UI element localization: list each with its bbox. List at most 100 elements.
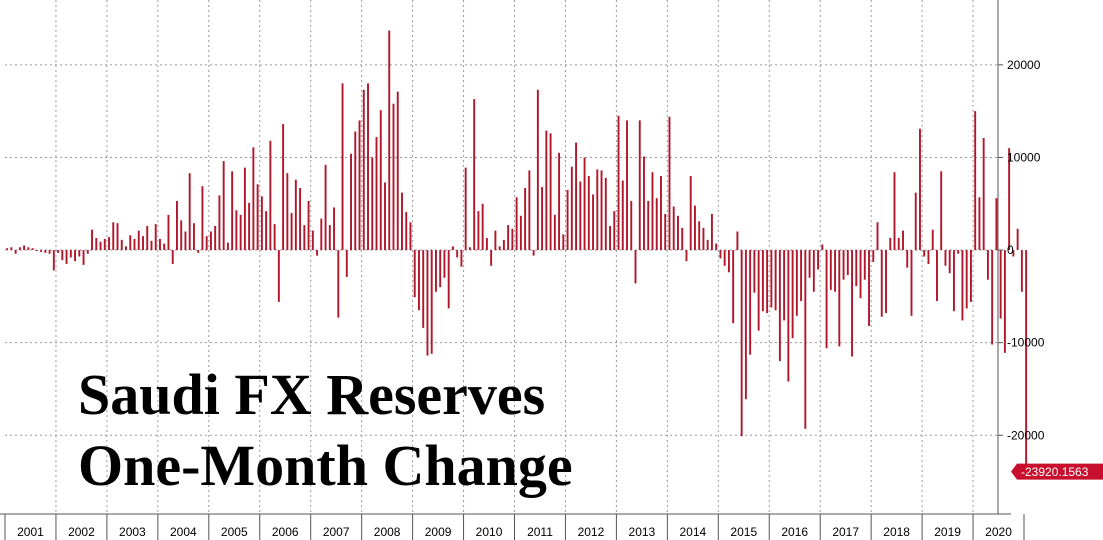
data-bar — [744, 250, 747, 400]
data-bar — [426, 250, 429, 356]
data-bar — [829, 250, 832, 290]
axis-layer: 2001 2002 2003 2004 2005 2006 2007 2008 2009 2010… — [0, 0, 1045, 540]
data-bar — [154, 224, 157, 251]
data-bar — [677, 215, 679, 251]
data-bar — [188, 173, 191, 251]
x-tick-label: 2012 — [578, 525, 605, 539]
data-bar — [473, 99, 476, 251]
data-bar — [418, 250, 420, 311]
data-bar — [443, 250, 446, 278]
data-bar — [57, 250, 60, 253]
x-tick-label: 2009 — [425, 525, 452, 539]
data-bar — [485, 238, 488, 251]
y-tick-label: 0 — [1007, 243, 1014, 257]
data-bar — [969, 250, 972, 302]
data-bar — [757, 250, 760, 331]
x-tick-label: 2008 — [374, 525, 401, 539]
data-bar — [906, 250, 909, 268]
data-bar — [643, 156, 645, 251]
data-bar — [409, 222, 412, 251]
data-bar — [201, 186, 204, 251]
data-bar — [69, 250, 72, 258]
data-bar — [893, 172, 896, 251]
data-bar — [910, 250, 913, 316]
data-bar — [413, 250, 416, 298]
data-bar — [367, 83, 369, 251]
data-bar — [804, 250, 807, 429]
data-bar — [456, 250, 459, 258]
data-bar — [248, 202, 251, 251]
data-bar — [354, 131, 357, 251]
data-bar — [621, 180, 624, 251]
data-bar — [273, 224, 276, 251]
data-bar — [379, 110, 382, 251]
data-bar — [919, 128, 921, 251]
data-bar — [333, 207, 336, 251]
data-bar — [294, 179, 297, 251]
data-bar — [86, 250, 89, 254]
data-bar — [727, 250, 730, 273]
data-bar — [269, 140, 272, 251]
x-tick-label: 2019 — [934, 525, 961, 539]
x-tick-label: 2001 — [17, 525, 44, 539]
data-bar — [129, 235, 132, 251]
data-bar — [303, 225, 306, 251]
data-bar — [341, 83, 344, 251]
data-bar — [885, 250, 887, 314]
data-bar — [519, 215, 522, 251]
data-bar — [192, 223, 195, 251]
data-bar — [23, 245, 26, 251]
data-bar — [299, 188, 302, 251]
data-bar — [231, 171, 234, 251]
data-bar — [430, 250, 433, 354]
data-bar — [897, 238, 900, 251]
data-bar — [282, 124, 285, 251]
data-bar — [999, 250, 1002, 319]
data-bar — [286, 173, 289, 251]
data-bar — [902, 230, 904, 251]
data-bar — [931, 229, 934, 251]
x-tick-label: 2006 — [272, 525, 299, 539]
data-bar — [1025, 250, 1028, 472]
x-tick-label: 2014 — [679, 525, 706, 539]
data-bar — [761, 250, 764, 312]
data-bar — [260, 196, 263, 251]
data-bar — [108, 237, 110, 251]
data-bar — [617, 115, 620, 251]
data-bar — [103, 238, 106, 251]
data-bar — [575, 142, 578, 251]
data-bar — [817, 250, 820, 270]
data-bar — [948, 250, 951, 274]
data-bar — [91, 229, 93, 251]
data-bar — [936, 250, 938, 301]
data-bar — [630, 200, 633, 251]
data-bar — [855, 250, 858, 287]
title-line-2: One-Month Change — [78, 433, 573, 498]
data-bar — [957, 250, 960, 254]
x-tick-label: 2002 — [68, 525, 95, 539]
data-bar — [872, 250, 875, 263]
data-bar — [587, 175, 590, 251]
data-bar — [723, 250, 726, 266]
data-bar — [986, 250, 989, 280]
x-tick-label: 2020 — [985, 525, 1012, 539]
data-bar — [672, 206, 675, 251]
data-bar — [842, 250, 845, 280]
data-bar — [660, 175, 662, 251]
data-bar — [583, 157, 586, 251]
data-bar — [579, 181, 582, 251]
data-bar — [753, 250, 756, 293]
last-value-marker: -23920.1563 — [1011, 463, 1103, 480]
data-bar — [859, 250, 862, 299]
data-bar — [570, 166, 573, 251]
data-bar — [778, 250, 781, 362]
data-bar — [846, 250, 849, 276]
data-bar — [239, 214, 242, 251]
data-bar — [600, 170, 603, 251]
data-bar — [562, 234, 565, 251]
data-bar — [766, 250, 769, 314]
data-bar — [604, 177, 607, 251]
chart-title: Saudi FX Reserves One-Month Change — [78, 362, 573, 498]
x-tick-label: 2017 — [832, 525, 859, 539]
